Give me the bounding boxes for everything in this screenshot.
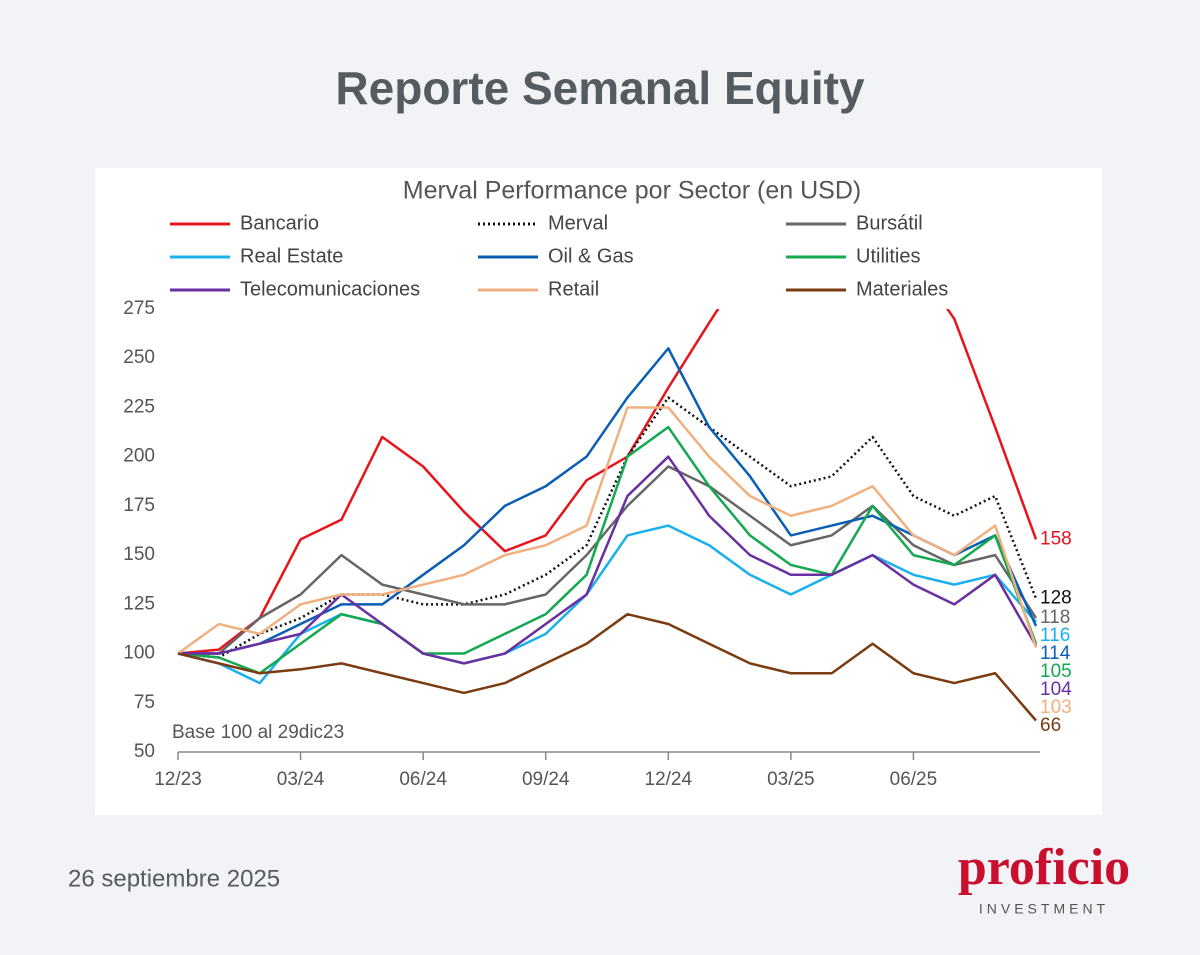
legend-label: Oil & Gas [548,245,634,267]
page-title: Reporte Semanal Equity [335,62,865,114]
y-tick-label: 50 [134,741,155,762]
end-label: 118 [1040,607,1070,628]
logo-name: proficio [958,839,1130,896]
legend-label: Utilities [856,245,920,267]
legend-label: Retail [548,278,599,300]
legend-label: Bursátil [856,212,923,234]
legend-label: Telecomunicaciones [240,278,420,300]
end-label: 103 [1040,697,1072,718]
series-line [177,612,1037,722]
end-label: 158 [1040,528,1072,549]
x-tick-label: 06/24 [399,769,447,790]
x-tick-label: 03/24 [277,769,325,790]
date: 26 septiembre 2025 [68,865,280,892]
plot-area [177,309,1038,722]
legend-label: Materiales [856,278,948,300]
series-line [177,425,1038,675]
chart-title: Merval Performance por Sector (en USD) [403,177,861,205]
y-tick-label: 225 [123,396,155,417]
end-label: 116 [1040,625,1070,646]
y-tick-label: 150 [123,544,155,565]
x-tick-label: 12/24 [645,769,693,790]
x-tick-label: 09/24 [522,769,570,790]
y-tick-label: 100 [123,643,155,664]
series-line [177,406,1038,655]
y-tick-label: 75 [134,692,155,713]
end-label: 66 [1040,715,1061,736]
legend-label: Merval [548,212,608,234]
end-label: 114 [1040,643,1071,664]
end-label: 105 [1040,661,1072,682]
x-tick-label: 03/25 [767,769,815,790]
y-tick-label: 175 [123,495,155,516]
y-tick-label: 275 [123,298,155,319]
y-tick-label: 250 [123,347,155,368]
end-label: 128 [1040,587,1072,608]
series-line [178,455,1038,665]
end-label: 104 [1040,679,1072,700]
y-tick-label: 200 [123,446,155,467]
legend-label: Bancario [240,212,319,234]
logo-tagline: INVESTMENT [979,901,1109,917]
annotation: Base 100 al 29dic23 [172,722,344,743]
x-tick-label: 12/23 [154,769,202,790]
y-tick-label: 125 [123,593,155,614]
series-line [177,396,1038,659]
series-line [177,524,1037,685]
legend-label: Real Estate [240,245,343,267]
x-tick-label: 06/25 [890,769,938,790]
